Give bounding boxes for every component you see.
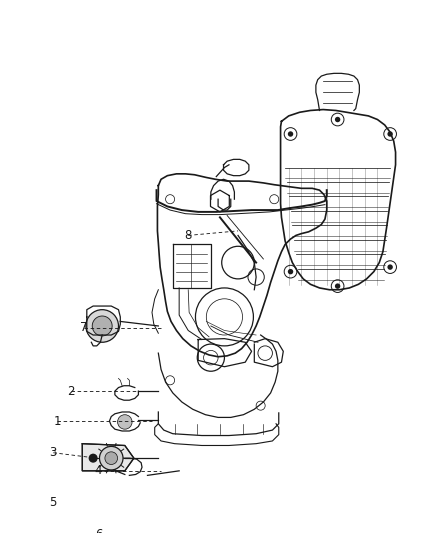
Text: 7: 7 xyxy=(80,321,88,334)
Text: 4: 4 xyxy=(94,464,102,478)
Text: 3: 3 xyxy=(49,446,57,459)
Circle shape xyxy=(99,447,123,470)
Circle shape xyxy=(335,117,340,122)
Circle shape xyxy=(92,316,112,336)
Circle shape xyxy=(117,415,132,429)
Circle shape xyxy=(388,264,393,270)
Text: 2: 2 xyxy=(67,385,74,398)
Circle shape xyxy=(86,310,119,342)
Circle shape xyxy=(288,131,293,137)
Circle shape xyxy=(105,452,117,464)
Text: 1: 1 xyxy=(53,415,61,427)
Polygon shape xyxy=(82,443,134,471)
Circle shape xyxy=(88,454,98,463)
Text: 8: 8 xyxy=(184,229,192,242)
Circle shape xyxy=(335,284,340,289)
Circle shape xyxy=(388,131,393,137)
Circle shape xyxy=(288,269,293,274)
Text: 6: 6 xyxy=(95,528,102,533)
Text: 5: 5 xyxy=(49,496,57,509)
